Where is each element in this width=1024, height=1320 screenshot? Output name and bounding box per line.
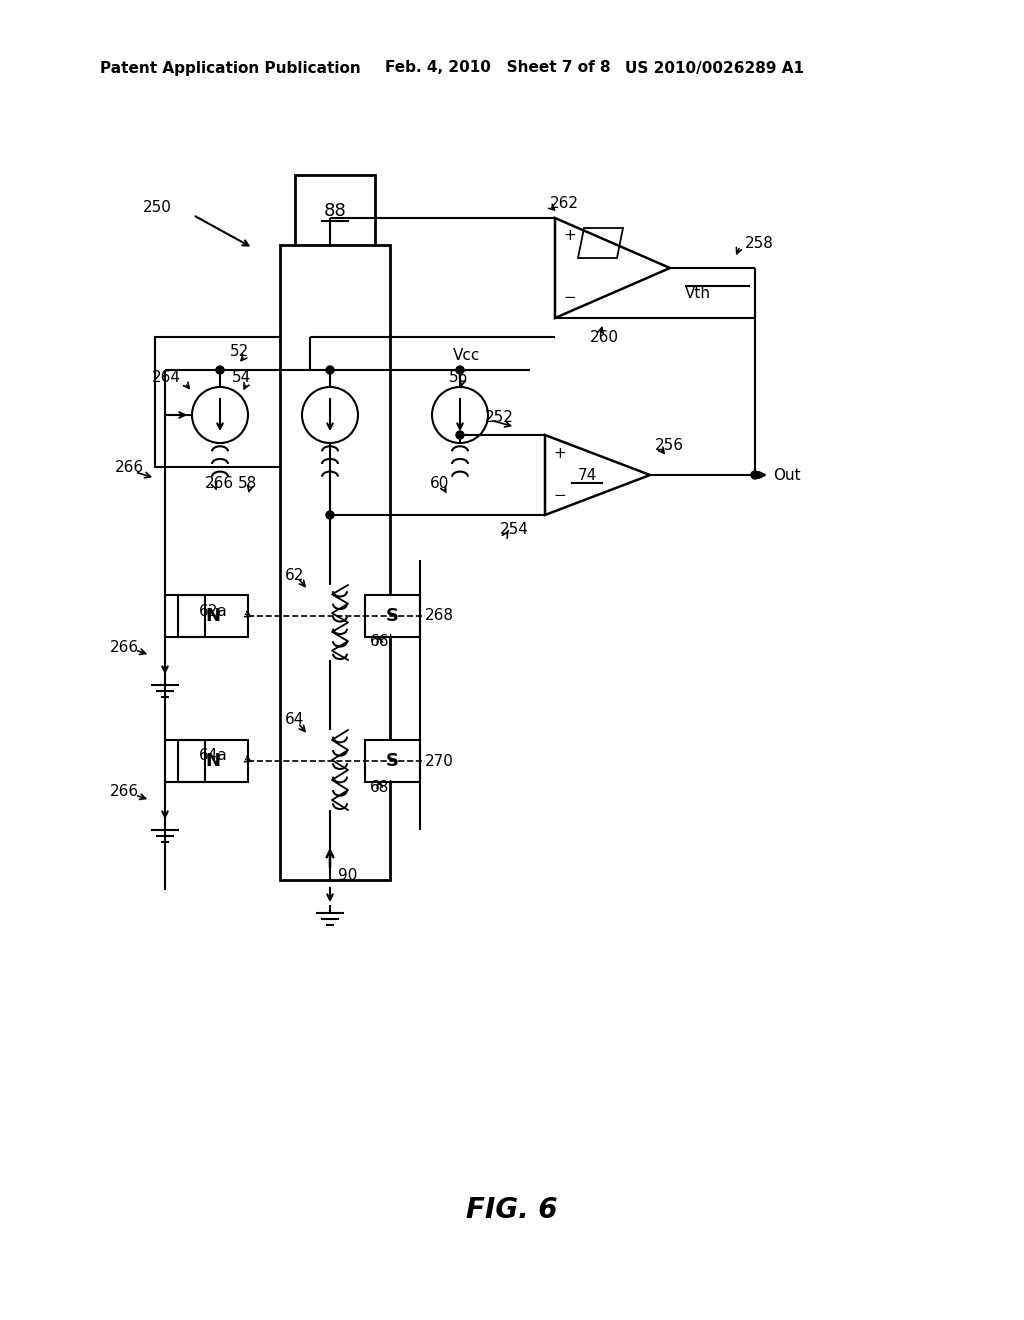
Circle shape	[326, 366, 334, 374]
Text: S: S	[385, 607, 398, 624]
Bar	[365, 741, 420, 781]
Bar	[365, 595, 420, 638]
Bar	[178, 741, 248, 781]
Text: FIG. 6: FIG. 6	[466, 1196, 558, 1224]
Text: 56: 56	[449, 371, 468, 385]
Text: 66': 66'	[370, 635, 394, 649]
Text: US 2010/0026289 A1: US 2010/0026289 A1	[625, 61, 804, 75]
Text: 266: 266	[205, 475, 234, 491]
Circle shape	[751, 471, 759, 479]
Text: 270: 270	[425, 754, 454, 768]
Text: −: −	[563, 290, 575, 305]
Circle shape	[216, 366, 224, 374]
Text: Vth: Vth	[685, 285, 711, 301]
Text: 264: 264	[152, 371, 181, 385]
Text: 252: 252	[485, 409, 514, 425]
Text: 254: 254	[500, 523, 528, 537]
Bar	[155, 337, 310, 467]
Bar	[178, 595, 248, 638]
Circle shape	[456, 432, 464, 440]
Text: S: S	[385, 752, 398, 770]
Text: N: N	[206, 607, 220, 624]
Text: 260: 260	[590, 330, 618, 346]
Text: Vcc: Vcc	[453, 347, 480, 363]
Text: 62: 62	[285, 568, 304, 582]
Circle shape	[326, 511, 334, 519]
Bar	[295, 176, 375, 247]
Text: 266: 266	[110, 784, 139, 800]
Text: Patent Application Publication: Patent Application Publication	[100, 61, 360, 75]
Bar	[280, 246, 390, 880]
Text: 54: 54	[232, 371, 251, 385]
Text: Feb. 4, 2010   Sheet 7 of 8: Feb. 4, 2010 Sheet 7 of 8	[385, 61, 610, 75]
Text: 60: 60	[430, 475, 450, 491]
Text: Out: Out	[773, 467, 801, 483]
Text: 68': 68'	[370, 780, 393, 795]
Text: 268: 268	[425, 609, 454, 623]
Text: 52: 52	[230, 345, 249, 359]
Text: 266: 266	[115, 461, 144, 475]
Text: N: N	[206, 752, 220, 770]
Text: 58: 58	[238, 475, 257, 491]
Text: 64: 64	[285, 713, 304, 727]
Text: +: +	[563, 228, 575, 243]
Text: −: −	[553, 487, 565, 503]
Text: 266: 266	[110, 639, 139, 655]
Text: 62a: 62a	[200, 603, 228, 619]
Text: +: +	[553, 446, 565, 461]
Text: 250: 250	[143, 201, 172, 215]
Circle shape	[456, 366, 464, 374]
Text: 74: 74	[578, 467, 597, 483]
Text: 262: 262	[550, 195, 579, 210]
Text: 88: 88	[324, 202, 346, 220]
Text: 258: 258	[745, 235, 774, 251]
Text: 256: 256	[655, 437, 684, 453]
Text: 90: 90	[338, 867, 357, 883]
Text: 64a: 64a	[200, 748, 228, 763]
